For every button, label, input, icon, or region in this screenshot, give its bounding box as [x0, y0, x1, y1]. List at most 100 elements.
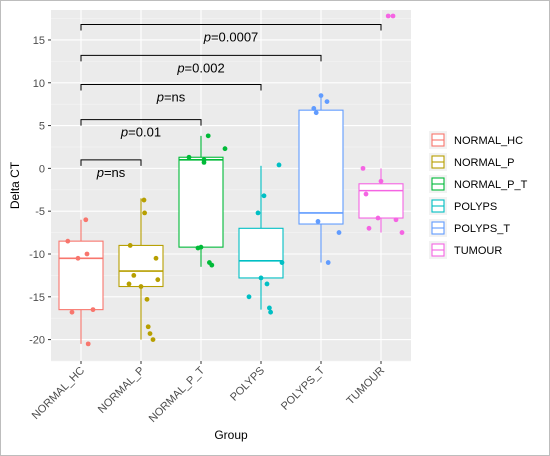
data-point	[205, 133, 211, 139]
y-tick-label: 5	[39, 121, 45, 133]
data-point	[84, 251, 90, 257]
data-point	[325, 260, 331, 265]
data-point	[315, 219, 321, 224]
data-point	[138, 284, 144, 289]
data-point	[201, 157, 207, 163]
data-point	[65, 238, 71, 244]
y-tick-label: -10	[29, 249, 45, 261]
data-point	[85, 341, 91, 347]
data-point	[363, 191, 369, 197]
data-point	[246, 294, 252, 300]
data-point	[145, 324, 151, 330]
bracket-line	[80, 119, 202, 126]
data-point	[318, 93, 324, 99]
legend-label: POLYPS	[454, 201, 497, 213]
data-point	[153, 255, 159, 261]
plot-panel	[51, 10, 411, 361]
data-point	[198, 244, 204, 250]
data-point	[375, 215, 381, 221]
data-point	[90, 307, 96, 313]
box-iqr	[58, 240, 104, 311]
legend-label: NORMAL_P	[454, 157, 515, 169]
x-tick-label: NORMAL_P	[96, 365, 147, 416]
data-point	[126, 281, 132, 287]
legend-label: NORMAL_HC	[454, 135, 523, 147]
data-point	[261, 193, 267, 199]
boxes	[58, 13, 405, 347]
data-point	[131, 272, 137, 278]
y-tick-label: 10	[33, 78, 45, 90]
data-point	[255, 210, 261, 216]
data-point	[142, 210, 148, 216]
legend-label: NORMAL_P_T	[454, 179, 528, 191]
data-point	[69, 309, 75, 315]
data-point	[385, 13, 391, 19]
data-point	[276, 162, 282, 168]
data-point	[75, 255, 81, 261]
data-point	[147, 331, 153, 337]
box-normal-p	[118, 197, 164, 342]
y-tick-label: 0	[39, 163, 45, 175]
data-point	[360, 165, 366, 171]
box-normal-p-t	[178, 133, 228, 268]
p-value-label: p=0.002	[176, 60, 224, 75]
data-point	[279, 260, 285, 265]
bracket-line	[80, 54, 322, 62]
data-point	[186, 154, 192, 160]
data-point	[313, 110, 319, 116]
box-normal-hc	[58, 217, 104, 347]
box-polyps	[238, 162, 285, 315]
data-point	[127, 243, 133, 248]
data-point	[324, 99, 330, 105]
box-iqr	[238, 227, 284, 279]
legend-item-normal-p-t: NORMAL_P_T	[429, 175, 528, 193]
grid-lines	[51, 10, 411, 362]
data-point	[83, 217, 89, 223]
data-point	[264, 281, 270, 287]
p-value-label: p=0.01	[120, 125, 161, 140]
data-point	[267, 305, 272, 311]
x-tick-label: TUMOUR	[344, 365, 387, 408]
data-point	[390, 13, 396, 19]
bracket: p=ns	[80, 159, 142, 180]
box-iqr	[178, 156, 224, 248]
x-tick-label: POLYPS_T	[279, 364, 327, 412]
y-tick-label: -15	[29, 292, 45, 304]
legend-item-normal-hc: NORMAL_HC	[429, 131, 523, 149]
y-axis: 15 10 5 0 -5 -10 -15 -20	[29, 35, 51, 347]
data-point	[399, 230, 405, 235]
bracket: p=0.0007	[80, 24, 382, 45]
box-iqr	[358, 183, 404, 219]
legend-item-normal-p: NORMAL_P	[429, 153, 515, 171]
data-point	[144, 296, 150, 302]
legend-label: TUMOUR	[454, 245, 502, 257]
bracket: p=0.01	[80, 119, 202, 140]
x-axis-title: Group	[214, 428, 248, 442]
bracket: p=0.002	[80, 54, 322, 75]
significance-brackets: p=0.0007 p=0.002 p=ns p=0.01 p=ns	[80, 24, 382, 180]
data-point	[150, 337, 156, 342]
data-point	[258, 275, 264, 281]
legend-item-polyps-t: POLYPS_T	[429, 219, 510, 237]
bracket: p=ns	[80, 83, 262, 104]
legend-item-polyps: POLYPS	[429, 197, 497, 215]
legend: NORMAL_HC NORMAL_P NORMAL_P_T POLYPS POLYPS_…	[429, 131, 528, 259]
bracket-line	[80, 24, 382, 31]
y-tick-label: -20	[29, 335, 45, 347]
x-tick-label: NORMAL_HC	[30, 365, 87, 422]
data-point	[311, 106, 317, 111]
box-polyps-t	[298, 93, 344, 265]
box-iqr	[298, 109, 344, 225]
y-axis-title: Delta CT	[8, 161, 22, 209]
data-point	[268, 309, 273, 315]
data-point	[366, 225, 372, 231]
x-axis: NORMAL_HC NORMAL_P NORMAL_P_T POLYPS POLYPS_…	[30, 361, 387, 425]
data-point	[336, 230, 342, 235]
legend-item-tumour: TUMOUR	[429, 241, 502, 259]
data-point	[155, 277, 161, 283]
p-value-label: p=ns	[156, 89, 186, 104]
p-value-label: p=ns	[96, 165, 126, 180]
data-point	[209, 262, 215, 268]
x-tick-label: POLYPS	[228, 365, 267, 404]
